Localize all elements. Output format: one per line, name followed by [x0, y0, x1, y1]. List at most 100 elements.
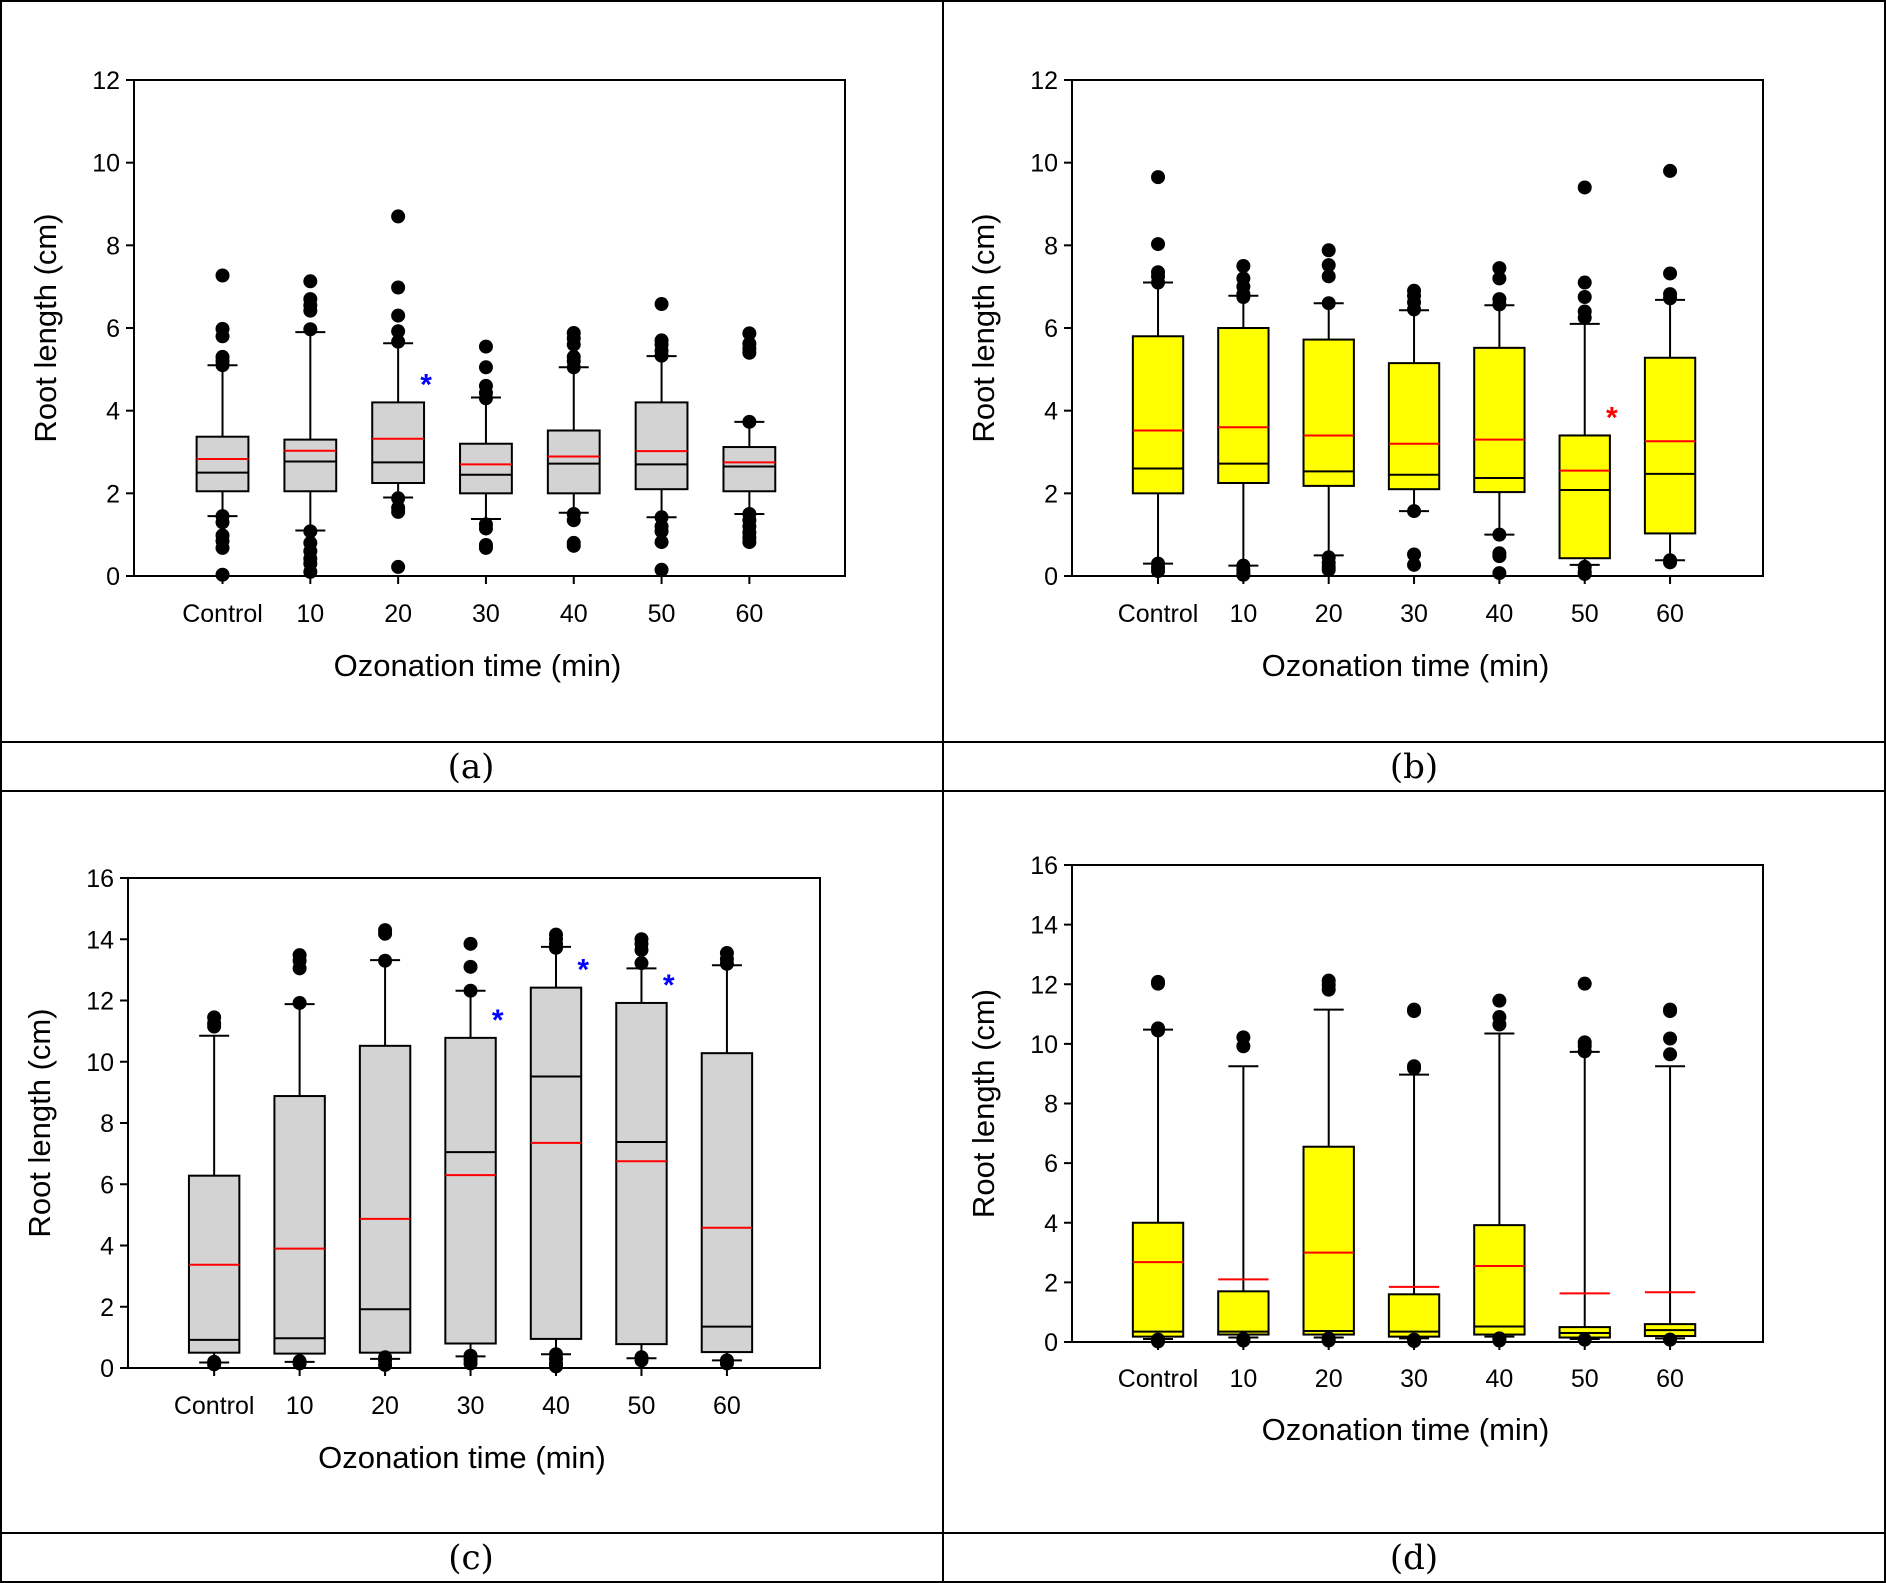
x-tick-label: 40: [1485, 600, 1513, 628]
outlier-point: [654, 297, 669, 312]
box-c-3: *: [444, 936, 504, 1371]
x-tick-label: 50: [1571, 600, 1599, 628]
box-iqr: [195, 435, 250, 493]
outlier-point: [1321, 562, 1336, 577]
y-tick-label: 12: [1030, 67, 1058, 95]
significance-marker: *: [420, 368, 432, 401]
box-iqr: [700, 1052, 754, 1354]
y-tick-label: 2: [100, 1294, 114, 1322]
box-d-5: [1558, 976, 1611, 1347]
outlier-point: [1407, 1004, 1422, 1019]
outlier-point: [378, 926, 393, 941]
x-tick-label: 20: [1315, 600, 1343, 628]
box-iqr: [444, 1036, 497, 1345]
y-tick-label: 6: [1044, 1150, 1058, 1178]
outlier-point: [463, 936, 478, 951]
x-tick-label: Control: [182, 600, 263, 628]
outlier-point: [292, 995, 307, 1010]
x-tick-label: 30: [457, 1392, 485, 1420]
outlier-point: [378, 1357, 393, 1372]
outlier-point: [1151, 564, 1166, 579]
x-axis-label: Ozonation time (min): [1262, 648, 1550, 683]
outlier-point: [654, 348, 669, 363]
outlier-point: [1577, 566, 1592, 581]
box-iqr: [1131, 335, 1185, 495]
x-tick-label: 10: [296, 600, 324, 628]
outlier-point: [1492, 527, 1507, 542]
outlier-point: [215, 268, 230, 283]
significance-marker: *: [1606, 401, 1618, 434]
x-tick-label: Control: [1118, 1365, 1199, 1393]
outlier-point: [303, 303, 318, 318]
outlier-point: [303, 524, 318, 539]
outlier-point: [1577, 310, 1592, 325]
x-tick-label: 20: [384, 600, 412, 628]
box-b-3: [1387, 283, 1441, 572]
y-tick-label: 12: [1030, 971, 1058, 999]
box-a-1: [283, 274, 338, 579]
y-axis-label: Root length (cm): [966, 213, 1001, 442]
outlier-point: [566, 513, 581, 528]
outlier-point: [1151, 237, 1166, 252]
outlier-point: [391, 324, 406, 339]
x-tick-label: 20: [1315, 1365, 1343, 1393]
box-c-4: *: [529, 927, 589, 1374]
y-tick-label: 2: [106, 480, 120, 508]
outlier-point: [634, 956, 649, 971]
x-tick-label: 40: [1485, 1365, 1513, 1393]
outlier-point: [1663, 1031, 1678, 1046]
outlier-point: [1321, 258, 1336, 273]
box-a-4: [546, 325, 601, 553]
outlier-point: [391, 504, 406, 519]
x-tick-label: 50: [628, 1392, 656, 1420]
outlier-point: [1663, 1047, 1678, 1062]
y-tick-label: 8: [1044, 232, 1058, 260]
outlier-point: [463, 959, 478, 974]
outlier-point: [654, 535, 669, 550]
box-a-0: [195, 268, 250, 582]
outlier-point: [1492, 271, 1507, 286]
outlier-point: [1407, 557, 1422, 572]
x-tick-label: 30: [472, 600, 500, 628]
outlier-point: [1663, 163, 1678, 178]
y-tick-label: 4: [100, 1233, 114, 1261]
outlier-point: [1407, 547, 1422, 562]
box-b-6: [1643, 163, 1697, 570]
outlier-point: [742, 535, 757, 550]
outlier-point: [719, 956, 734, 971]
outlier-point: [1663, 1004, 1678, 1019]
outlier-point: [1321, 269, 1336, 284]
outlier-point: [566, 337, 581, 352]
box-iqr: [529, 986, 583, 1340]
box-iqr: [722, 446, 777, 493]
outlier-point: [478, 521, 493, 536]
y-tick-label: 0: [106, 563, 120, 591]
outlier-point: [1492, 549, 1507, 564]
x-tick-label: 60: [1656, 1365, 1684, 1393]
x-tick-label: 40: [560, 600, 588, 628]
outlier-point: [1407, 1061, 1422, 1076]
outlier-point: [1577, 180, 1592, 195]
x-tick-label: 30: [1400, 1365, 1428, 1393]
outlier-point: [742, 345, 757, 360]
x-tick-label: 10: [1229, 1365, 1257, 1393]
caption-a: (a): [448, 747, 495, 787]
outlier-point: [1492, 1017, 1507, 1032]
outlier-point: [634, 1353, 649, 1368]
panel-c: 0 2 4 6 8 10 12 14 16 Root length (cm) Ozonation t…: [22, 865, 821, 1475]
caption-d: (d): [1390, 1538, 1438, 1578]
box-iqr: [459, 442, 513, 495]
box-c-0: [187, 1010, 241, 1372]
outlier-point: [1492, 566, 1507, 581]
x-tick-label: 60: [713, 1392, 741, 1420]
outlier-point: [215, 567, 230, 582]
outlier-point: [1407, 1334, 1422, 1349]
x-tick-label: 50: [648, 600, 676, 628]
outlier-point: [719, 1356, 734, 1371]
outlier-point: [1151, 1334, 1166, 1349]
outlier-point: [292, 1356, 307, 1371]
box-d-2: [1302, 973, 1355, 1348]
y-tick-label: 10: [1030, 1031, 1058, 1059]
box-b-5: *: [1558, 180, 1618, 581]
outlier-point: [1577, 290, 1592, 304]
